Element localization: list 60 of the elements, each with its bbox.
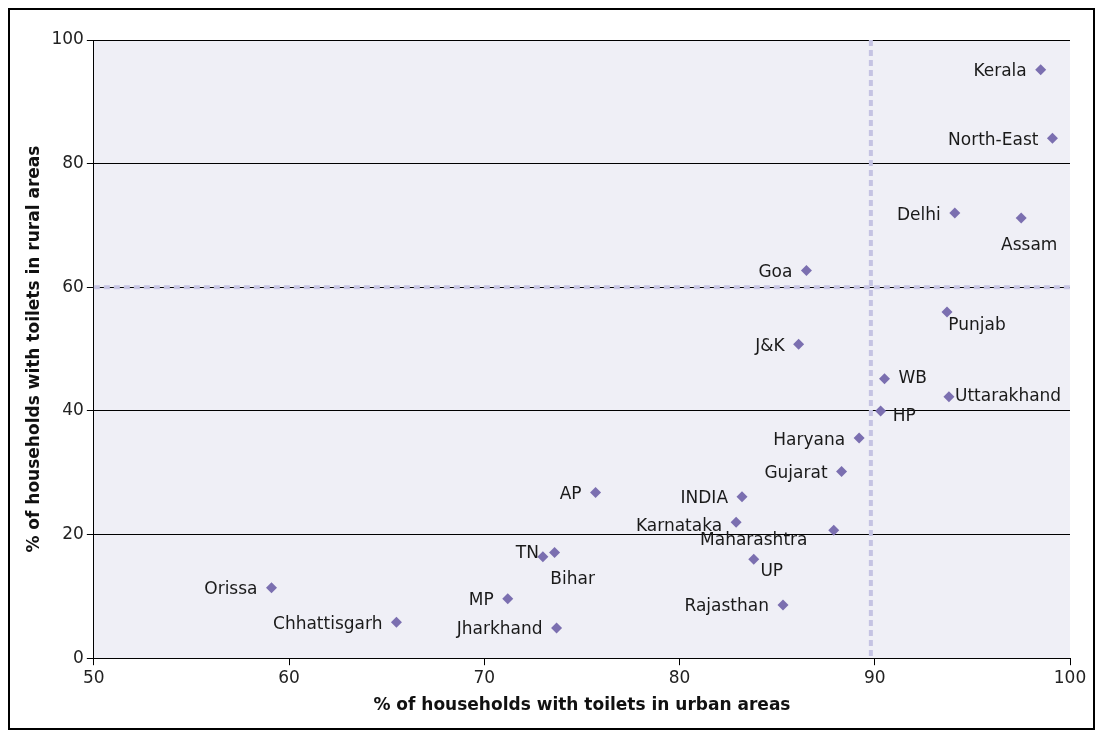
y-tick-label: 40	[62, 399, 84, 420]
point	[879, 373, 891, 385]
annotation: Gujarat	[764, 461, 828, 482]
x-axis-title: % of households with toilets in urban areas	[373, 694, 791, 715]
annotation: Jharkhand	[455, 618, 543, 639]
point	[502, 593, 514, 605]
y-tick-label: 80	[62, 152, 84, 173]
annotation: North-East	[948, 128, 1039, 149]
y-tick-label: 0	[73, 646, 84, 667]
point	[800, 265, 812, 277]
point	[549, 546, 561, 558]
y-tick-label: 60	[62, 275, 84, 296]
point	[266, 582, 278, 594]
x-tick-label: 60	[278, 666, 300, 687]
point	[941, 306, 953, 318]
x-tick-label: 80	[668, 666, 691, 687]
point	[1046, 132, 1058, 144]
point	[537, 551, 549, 563]
point	[949, 207, 961, 219]
annotation: Rajasthan	[684, 595, 770, 616]
point	[1015, 212, 1027, 224]
x-tick-label: 50	[83, 666, 105, 687]
annotation: Delhi	[897, 203, 941, 224]
point	[853, 432, 865, 444]
y-tick-label: 20	[62, 522, 84, 543]
x-tick-label: 90	[863, 666, 886, 687]
annotation: Chhattisgarh	[273, 612, 383, 633]
point	[943, 391, 955, 403]
annotation: HP	[892, 405, 916, 426]
point	[828, 524, 840, 536]
annotation: AP	[559, 482, 582, 503]
annotation: Assam	[1001, 234, 1058, 255]
point	[793, 338, 805, 350]
annotation: Kerala	[973, 60, 1027, 81]
annotation: UP	[760, 559, 784, 580]
point	[730, 516, 742, 528]
point	[736, 491, 748, 503]
x-tick-label: 70	[473, 666, 496, 687]
x-tick-label: 100	[1053, 666, 1087, 687]
point	[748, 553, 760, 565]
point	[590, 487, 602, 499]
annotation: J&K	[754, 334, 786, 355]
y-tick-label: 100	[51, 28, 84, 49]
annotation: Uttarakhand	[954, 385, 1062, 406]
annotation: Punjab	[948, 314, 1006, 335]
annotation: TN	[514, 542, 539, 563]
point	[875, 405, 887, 417]
annotation: Goa	[758, 261, 793, 282]
point	[551, 622, 563, 634]
point	[390, 616, 402, 628]
point	[836, 466, 848, 477]
annotation: MP	[468, 589, 494, 610]
annotation: INDIA	[680, 487, 729, 508]
annotation: Haryana	[773, 428, 846, 449]
annotation: WB	[898, 367, 928, 388]
y-axis-title: % of households with toilets in rural areas	[22, 145, 43, 553]
point	[1035, 64, 1047, 76]
annotation: Orissa	[204, 578, 258, 599]
annotation: Bihar	[550, 567, 595, 588]
point	[777, 599, 789, 611]
